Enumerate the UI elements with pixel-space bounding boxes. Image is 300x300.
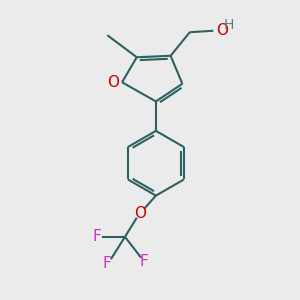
Text: F: F: [140, 254, 148, 269]
Text: H: H: [224, 18, 234, 32]
Text: F: F: [103, 256, 112, 271]
Text: O: O: [134, 206, 146, 221]
Text: O: O: [107, 75, 119, 90]
Text: O: O: [216, 23, 228, 38]
Text: F: F: [93, 230, 101, 244]
